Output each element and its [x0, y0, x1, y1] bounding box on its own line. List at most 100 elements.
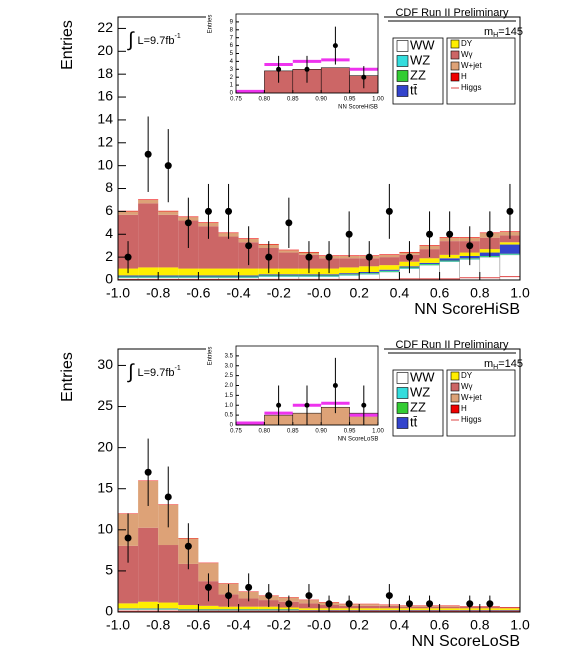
bar: [158, 545, 179, 603]
legend-label: H: [461, 72, 467, 81]
x-tick-label: 0.6: [430, 617, 450, 633]
x-tick-label: 0.8: [470, 285, 490, 301]
bar: [158, 211, 179, 215]
bar: [379, 608, 400, 610]
inset-y-tick-label: 3.5: [225, 353, 234, 359]
legend-swatch: [396, 417, 409, 429]
bar: [198, 563, 219, 582]
legend-label: WZ: [410, 52, 430, 67]
data-point: [405, 253, 413, 261]
lumi-label: ∫ L=9.7fb-1: [127, 29, 181, 51]
bar: [238, 275, 259, 277]
bar: [198, 275, 219, 277]
legend-label: WW: [410, 369, 435, 384]
bar: [158, 267, 179, 276]
x-tick-label: -1.0: [106, 617, 130, 633]
legend-label: Higgs: [461, 83, 481, 92]
inset-y-tick-label: 1.5: [225, 393, 234, 399]
legend-swatch: [396, 85, 409, 97]
bar: [379, 257, 400, 266]
inset-y-axis-label: Entries: [208, 15, 214, 34]
y-tick-label: 6: [105, 202, 113, 218]
bar: [258, 274, 279, 276]
bar: [278, 252, 299, 269]
bar: [298, 608, 319, 610]
bar: [218, 277, 239, 278]
bar: [419, 264, 440, 266]
x-axis-label: NN ScoreLoSB: [412, 633, 521, 650]
bar: [158, 214, 179, 268]
bar: [379, 271, 400, 272]
data-point: [265, 592, 273, 600]
x-tick-label: 1.0: [510, 285, 530, 301]
inset-data-point: [332, 383, 338, 388]
x-tick-label: -0.4: [227, 617, 251, 633]
bar: [339, 267, 360, 274]
bar: [359, 273, 380, 275]
data-point: [245, 242, 253, 250]
x-tick-label: 0.8: [470, 617, 490, 633]
bar: [198, 276, 219, 278]
bar: [178, 276, 199, 278]
y-tick-label: 0: [105, 603, 113, 619]
y-tick-label: 20: [97, 42, 113, 58]
y-tick-label: 12: [97, 133, 113, 149]
bar: [138, 267, 159, 276]
bar: [238, 598, 259, 607]
inset-x-axis-label: NN ScoreHiSB: [338, 105, 378, 111]
y-axis-label: Entries: [59, 352, 76, 402]
bar: [278, 268, 299, 275]
inset-x-tick-label: 0.75: [230, 97, 242, 103]
x-tick-label: -1.0: [106, 285, 130, 301]
inset-y-tick-label: 1: [230, 83, 234, 89]
mass-label: mH=145: [484, 358, 523, 371]
data-point: [285, 219, 293, 227]
bar: [118, 545, 139, 604]
data-point: [144, 468, 152, 476]
inset-y-tick-label: 9: [230, 19, 234, 25]
bar: [118, 211, 139, 215]
bar: [178, 605, 199, 610]
bar: [198, 268, 219, 276]
y-tick-label: 22: [97, 19, 113, 35]
x-tick-label: -0.2: [267, 285, 291, 301]
inset-y-tick-label: 3: [230, 67, 234, 73]
inset-y-tick-label: 7: [230, 35, 234, 41]
bar: [278, 275, 299, 276]
bar: [419, 264, 440, 281]
data-point: [204, 583, 212, 591]
inset-x-tick-label: 0.95: [344, 97, 356, 103]
y-tick-label: 10: [97, 156, 113, 172]
lumi-exponent: -1: [175, 33, 181, 40]
x-tick-label: -0.0: [307, 285, 331, 301]
mass-symbol: m: [484, 358, 493, 370]
data-point: [204, 207, 212, 215]
bar: [218, 606, 239, 610]
data-point: [305, 592, 313, 600]
bar: [379, 271, 400, 281]
bar: [138, 203, 159, 268]
bar: [359, 608, 380, 610]
legend-label: W+jet: [461, 393, 482, 402]
y-tick-label: 20: [97, 438, 113, 454]
bar: [499, 253, 520, 255]
y-tick-label: 2: [105, 248, 113, 264]
legend-swatch: [396, 372, 409, 384]
integral-sign: ∫: [127, 29, 135, 51]
bar: [218, 268, 239, 276]
bar: [158, 275, 179, 277]
chart-title: CDF Run II Preliminary: [395, 339, 509, 351]
mass-subscript: H: [493, 32, 498, 39]
bar: [319, 274, 340, 276]
bar: [439, 605, 460, 607]
data-point: [466, 600, 474, 608]
bar: [178, 563, 199, 606]
inset-y-tick-label: 8: [230, 27, 234, 33]
legend-box: [446, 37, 516, 105]
bar: [138, 199, 159, 200]
lumi-text: L=9.7fb: [137, 367, 174, 379]
bar: [379, 254, 400, 258]
data-point: [225, 592, 233, 600]
bar: [258, 275, 279, 276]
bar: [158, 276, 179, 278]
